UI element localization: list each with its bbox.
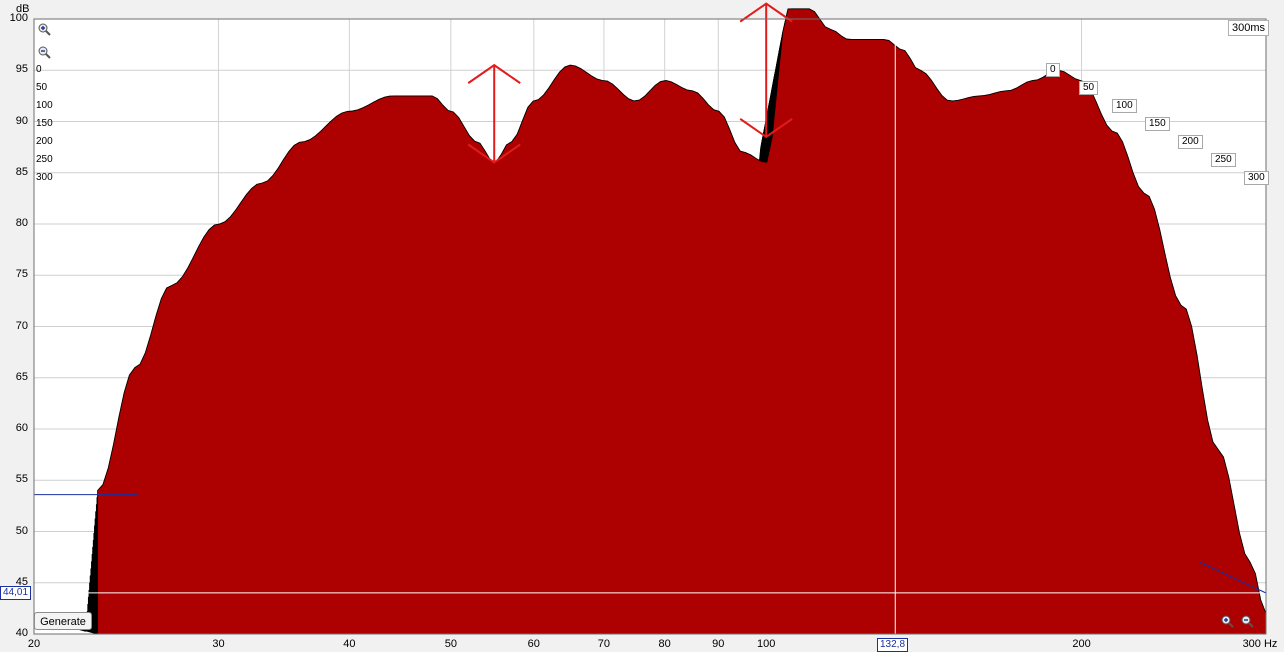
x-tick-label: 200 [1072,638,1091,650]
zoom-out-x-icon[interactable] [1240,615,1256,629]
annotation-arrow-100hz-head-down [739,118,793,139]
time-tick-label: 250 [1211,153,1236,167]
time-tick-label-left: 50 [36,82,48,93]
time-tick-label-left: 0 [36,64,42,75]
annotation-arrow-100hz-head-up [739,2,793,23]
time-tick-label: 50 [1079,81,1099,95]
x-tick-label: 50 [444,638,457,650]
annotation-arrows [467,2,793,164]
y-tick-label: 45 [15,575,28,588]
x-tick-label: 30 [212,638,225,650]
x-tick-label: 100 [757,638,776,650]
y-tick-label: 65 [15,370,28,383]
time-tick-label-left: 100 [36,100,53,111]
cursor-y-readout: 44,01 [0,586,32,600]
y-tick-label: 90 [15,114,28,127]
waterfall-slices [75,8,1267,635]
waterfall-slice [97,8,1267,635]
y-axis-title: dB [16,3,30,15]
zoom-in-icon[interactable] [37,23,53,37]
y-tick-label: 60 [15,422,28,434]
cursor-lines [34,19,1267,634]
x-tick-label: 90 [712,638,725,650]
y-tick-label: 70 [15,319,28,332]
time-tick-label: 300 [1244,171,1269,185]
zoom-in-x-icon[interactable] [1220,615,1236,629]
y-tick-label: 75 [15,268,28,281]
perspective-line [1199,561,1267,594]
annotation-arrow-55hz-head-up [467,63,521,84]
x-tick-label: 40 [343,638,356,650]
x-tick-label: 70 [597,638,611,650]
x-tick-label: 300 Hz [1242,638,1278,650]
cursor-x-readout: 132,8 [877,638,909,652]
plot-border [33,18,1267,635]
time-tick-label-left: 250 [36,154,53,165]
time-tick-label-left: 300 [36,172,53,183]
y-tick-label: 55 [15,473,28,486]
annotation-arrow-55hz-head-down [467,143,521,164]
y-tick-label: 50 [15,524,28,537]
time-tick-label: 0 [1046,63,1060,77]
x-tick-label: 80 [658,638,671,650]
y-tick-label: 95 [15,63,28,76]
time-span-label[interactable]: 300ms [1228,20,1270,36]
x-tick-label: 60 [527,638,540,650]
zoom-out-icon[interactable] [37,46,53,60]
y-tick-label: 100 [9,12,28,24]
y-tick-label: 40 [15,627,28,639]
time-tick-label: 100 [1112,99,1137,113]
time-tick-label: 150 [1145,117,1170,131]
y-tick-label: 80 [15,217,28,229]
time-tick-label-left: 200 [36,136,53,147]
y-tick-label: 85 [15,165,28,178]
x-tick-label: 20 [27,638,41,650]
generate-button[interactable]: Generate [34,612,92,630]
time-tick-label: 200 [1178,135,1203,149]
time-tick-label-left: 150 [36,118,53,129]
